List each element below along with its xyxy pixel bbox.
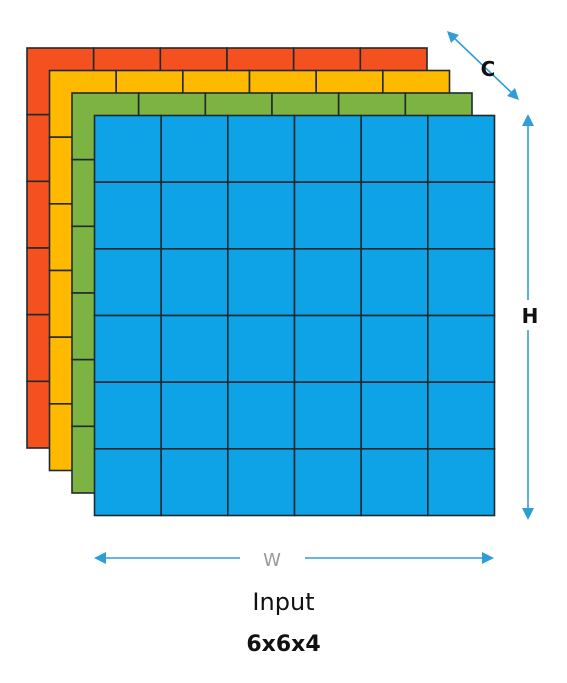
- grid-cell: [427, 448, 496, 517]
- width-label: W: [263, 550, 281, 571]
- grid-cell: [427, 114, 496, 183]
- grid-cell: [160, 381, 229, 450]
- grid-cell: [360, 381, 429, 450]
- channels-label: C: [481, 57, 496, 81]
- grid-cell: [427, 181, 496, 250]
- grid-cell: [160, 448, 229, 517]
- grid-cell: [293, 314, 362, 383]
- grid-cell: [227, 248, 296, 317]
- caption-dimensions: 6x6x4: [246, 632, 321, 657]
- caption-title: Input: [252, 588, 315, 616]
- grid-cell: [227, 381, 296, 450]
- grid-cell: [360, 114, 429, 183]
- grid-cell: [227, 114, 296, 183]
- channel-layer-4: [93, 114, 496, 517]
- width-arrow: [94, 552, 494, 564]
- height-label: H: [522, 304, 539, 328]
- grid-cell: [227, 314, 296, 383]
- grid-cell: [360, 314, 429, 383]
- grid-cell: [93, 181, 162, 250]
- grid-cell: [293, 248, 362, 317]
- grid-cell: [360, 248, 429, 317]
- grid-cell: [160, 114, 229, 183]
- grid-cell: [427, 381, 496, 450]
- grid-cell: [227, 448, 296, 517]
- grid-cell: [427, 248, 496, 317]
- grid-cell: [160, 314, 229, 383]
- channels-arrow: [447, 31, 519, 100]
- grid-cell: [227, 181, 296, 250]
- grid-cell: [93, 314, 162, 383]
- grid-cell: [293, 181, 362, 250]
- grid-cell: [93, 381, 162, 450]
- grid-cell: [93, 248, 162, 317]
- grid-cell: [93, 448, 162, 517]
- grid-cell: [360, 448, 429, 517]
- grid-cell: [427, 314, 496, 383]
- grid-cell: [293, 114, 362, 183]
- channel-layers: [26, 47, 496, 517]
- grid-cell: [293, 381, 362, 450]
- grid-cell: [360, 181, 429, 250]
- grid-cell: [160, 248, 229, 317]
- grid-cell: [293, 448, 362, 517]
- grid-cell: [160, 181, 229, 250]
- grid-cell: [93, 114, 162, 183]
